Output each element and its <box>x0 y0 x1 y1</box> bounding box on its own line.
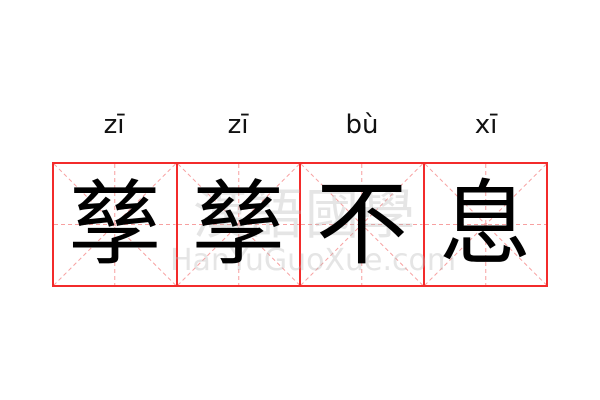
character-4: 息 <box>439 170 532 278</box>
guide-lines <box>54 164 176 285</box>
pinyin-4: xī <box>474 110 498 140</box>
guide-lines <box>425 164 547 285</box>
character-cell: 息 <box>425 164 547 285</box>
character-cell: 孳 <box>54 164 178 285</box>
character-cell: 孳 <box>178 164 301 285</box>
pinyin-2: zī <box>227 110 249 140</box>
character-cell: 不 <box>301 164 425 285</box>
guide-lines <box>178 164 300 285</box>
character-3: 不 <box>315 170 408 278</box>
pinyin-1: zī <box>103 110 125 140</box>
character-grid: 孳 孳 不 息 <box>52 162 548 287</box>
character-2: 孳 <box>192 170 285 278</box>
pinyin-3: bù <box>345 110 379 140</box>
character-1: 孳 <box>68 170 161 278</box>
guide-lines <box>301 164 423 285</box>
